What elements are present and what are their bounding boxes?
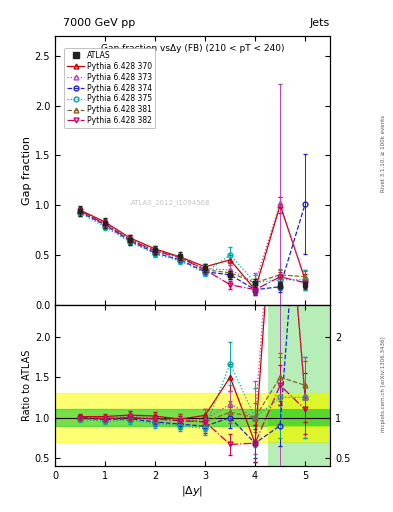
Bar (268, 393, 293, 442)
Bar (293, 305, 330, 466)
Legend: ATLAS, Pythia 6.428 370, Pythia 6.428 373, Pythia 6.428 374, Pythia 6.428 375, P: ATLAS, Pythia 6.428 370, Pythia 6.428 37… (64, 48, 156, 129)
Bar (293, 393, 330, 442)
Bar (268, 410, 293, 425)
Text: mcplots.cern.ch [arXiv:1306.3436]: mcplots.cern.ch [arXiv:1306.3436] (381, 336, 386, 432)
Y-axis label: Ratio to ATLAS: Ratio to ATLAS (22, 350, 32, 421)
Bar (55, 410, 330, 425)
Y-axis label: Gap fraction: Gap fraction (22, 136, 32, 205)
X-axis label: $|\Delta y|$: $|\Delta y|$ (182, 483, 204, 498)
Text: ATLAS_2012_I1094568: ATLAS_2012_I1094568 (131, 199, 210, 206)
Text: Gap fraction vsΔy (FB) (210 < pT < 240): Gap fraction vsΔy (FB) (210 < pT < 240) (101, 44, 284, 53)
Bar (293, 410, 330, 425)
Text: Rivet 3.1.10, ≥ 100k events: Rivet 3.1.10, ≥ 100k events (381, 115, 386, 192)
Bar (55, 393, 330, 442)
Bar (268, 305, 293, 466)
Text: 7000 GeV pp: 7000 GeV pp (63, 18, 135, 28)
Text: Jets: Jets (310, 18, 330, 28)
